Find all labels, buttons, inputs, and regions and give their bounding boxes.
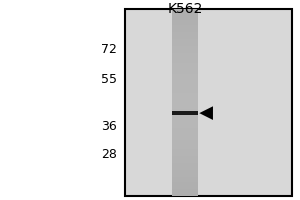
- Bar: [172, 156, 198, 159]
- Bar: [172, 175, 198, 177]
- Bar: [172, 116, 198, 119]
- Bar: [172, 166, 198, 168]
- Bar: [172, 182, 198, 184]
- Bar: [172, 48, 198, 51]
- Bar: [172, 86, 198, 88]
- Bar: [172, 84, 198, 86]
- Bar: [172, 140, 198, 142]
- Bar: [172, 23, 198, 25]
- Bar: [172, 142, 198, 145]
- Bar: [172, 109, 198, 112]
- Bar: [172, 30, 198, 32]
- Text: 36: 36: [101, 120, 117, 133]
- Bar: [172, 159, 198, 161]
- Bar: [172, 20, 198, 23]
- Bar: [172, 98, 198, 100]
- Bar: [172, 56, 198, 58]
- Bar: [172, 53, 198, 56]
- Text: 28: 28: [101, 148, 117, 161]
- Bar: [172, 32, 198, 34]
- Bar: [172, 128, 198, 130]
- Bar: [172, 67, 198, 70]
- Bar: [172, 189, 198, 191]
- Text: 72: 72: [101, 43, 117, 56]
- Bar: [172, 112, 198, 114]
- Bar: [172, 9, 198, 11]
- Bar: [172, 105, 198, 107]
- Bar: [172, 184, 198, 187]
- Bar: [172, 130, 198, 133]
- Bar: [172, 37, 198, 39]
- Bar: [172, 46, 198, 48]
- Bar: [172, 126, 198, 128]
- Bar: [172, 180, 198, 182]
- Text: 55: 55: [101, 73, 117, 86]
- Bar: [125, 9, 292, 196]
- Bar: [172, 152, 198, 154]
- Bar: [172, 147, 198, 149]
- Bar: [172, 18, 198, 20]
- Bar: [172, 60, 198, 63]
- Bar: [172, 173, 198, 175]
- Bar: [172, 34, 198, 37]
- Bar: [172, 161, 198, 163]
- Bar: [172, 135, 198, 138]
- Bar: [172, 168, 198, 170]
- Bar: [172, 81, 198, 84]
- Bar: [172, 63, 198, 65]
- Bar: [172, 11, 198, 13]
- Bar: [172, 27, 198, 30]
- Bar: [172, 91, 198, 93]
- Bar: [172, 16, 198, 18]
- Bar: [172, 25, 198, 27]
- Bar: [172, 114, 198, 116]
- Bar: [172, 102, 198, 105]
- Bar: [172, 13, 198, 16]
- Bar: [172, 187, 198, 189]
- Bar: [172, 93, 198, 95]
- Bar: [172, 51, 198, 53]
- Bar: [172, 154, 198, 156]
- Bar: [172, 41, 198, 44]
- Bar: [172, 65, 198, 67]
- Bar: [172, 58, 198, 60]
- Bar: [172, 77, 198, 79]
- Bar: [172, 121, 198, 123]
- Bar: [172, 107, 198, 109]
- Bar: [172, 44, 198, 46]
- Bar: [172, 163, 198, 166]
- Bar: [172, 74, 198, 77]
- Bar: [172, 88, 198, 91]
- Bar: [172, 119, 198, 121]
- Bar: [172, 138, 198, 140]
- Bar: [172, 79, 198, 81]
- Bar: [172, 39, 198, 41]
- Bar: [172, 170, 198, 173]
- Bar: [172, 133, 198, 135]
- Polygon shape: [199, 106, 213, 120]
- Bar: [172, 72, 198, 74]
- Bar: [172, 100, 198, 102]
- Bar: [172, 95, 198, 98]
- Text: K562: K562: [167, 2, 203, 16]
- Bar: [172, 145, 198, 147]
- Bar: [172, 123, 198, 126]
- Bar: [172, 194, 198, 196]
- Bar: [172, 149, 198, 152]
- Bar: [172, 111, 198, 115]
- Bar: [172, 177, 198, 180]
- Bar: [172, 191, 198, 194]
- Bar: [172, 70, 198, 72]
